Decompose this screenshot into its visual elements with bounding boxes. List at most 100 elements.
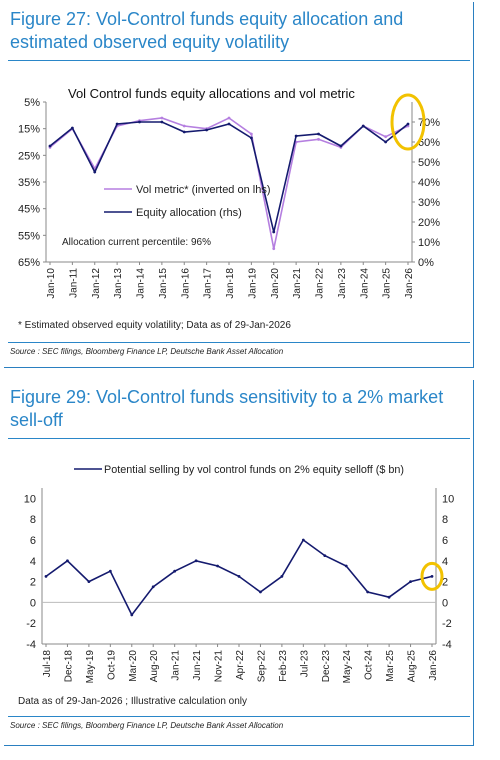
chart-2-x-tick-label: Jan-21 (171, 650, 182, 681)
chart-2-x-tick-label: May-24 (342, 650, 353, 684)
chart-2-legend-label: Potential selling by vol control funds o… (104, 464, 404, 476)
chart-2-potential-selling-point (259, 590, 262, 594)
chart-1-equity-allocation-point (48, 144, 52, 148)
chart-2-x-tick-label: Apr-22 (235, 650, 246, 680)
chart-1-vol-metric-point (384, 135, 388, 139)
chart-2-x-tick-label: Dec-18 (63, 650, 74, 683)
chart-2-x-tick-label: Nov-21 (214, 650, 225, 683)
chart-2-potential-selling-point (151, 585, 155, 589)
chart-2-potential-selling-point (108, 569, 112, 573)
chart-1-right-tick-label: 0% (418, 257, 434, 269)
chart-2-potential-selling-point (366, 590, 370, 594)
chart-1-x-tick-label: Jan-17 (203, 268, 214, 299)
chart-2-x-tick-label: Jun-21 (192, 650, 203, 681)
chart-1-x-tick-label: Jan-21 (292, 268, 303, 299)
figure-29-source-rule (8, 716, 470, 717)
chart-2-highlight-ring (420, 561, 444, 591)
chart-2-potential-selling-point (237, 575, 241, 578)
chart-2-x-tick-label: Sep-22 (256, 650, 267, 683)
chart-1-x-tick-label: Jan-11 (68, 268, 79, 298)
chart-1-legend-vol-label: Vol metric* (inverted on lhs) (136, 184, 271, 196)
chart-2-right-tick-label: -2 (442, 618, 452, 630)
chart-2-potential-selling-point (87, 580, 91, 583)
chart-1-equity-allocation-point (361, 124, 365, 128)
chart-1-x-tick-label: Jan-19 (247, 268, 258, 299)
figure-29-footnote: Data as of 29-Jan-2026 ; Illustrative ca… (18, 696, 248, 707)
chart-1-equity-allocation-point (138, 120, 141, 124)
chart-2-right-tick-label: 2 (442, 577, 448, 589)
chart-1-equity-allocation-point (182, 130, 186, 134)
figure-27-heading: Figure 27: Vol-Control funds equity allo… (10, 9, 404, 52)
chart-1-highlight-ring (390, 93, 426, 151)
chart-1-vol-metric-point (227, 116, 231, 120)
chart-2-right-tick-label: 8 (442, 514, 448, 526)
chart-2-potential-selling-point (173, 569, 177, 573)
chart-1-x-tick-label: Jan-20 (270, 268, 281, 299)
chart-1-x-tick-label: Jan-22 (315, 268, 326, 299)
chart-2-x-tick-label: Feb-23 (278, 650, 289, 682)
chart-2-x-tick-label: Jul-23 (299, 650, 310, 678)
chart-1-x-tick-label: Jan-14 (136, 268, 147, 299)
chart-2-x-tick-label: Aug-25 (407, 650, 418, 683)
chart-1-x-tick-label: Jan-15 (158, 268, 169, 299)
chart-1-equity-allocation-point (115, 122, 119, 126)
figure-27-chart: Vol Control funds equity allocations and… (18, 86, 440, 299)
chart-1-equity-allocation-point (339, 144, 343, 148)
chart-1-x-tick-label: Jan-10 (46, 268, 57, 299)
chart-2-left-tick-label: 4 (30, 556, 36, 568)
chart-1-right-tick-label: 20% (418, 217, 440, 229)
chart-1-right-tick-label: 50% (418, 157, 440, 169)
chart-1-equity-allocation-point (272, 230, 276, 234)
chart-2-potential-selling-point (216, 564, 219, 568)
chart-1-vol-metric-point (317, 137, 320, 141)
chart-1-right-tick-label: 40% (418, 177, 440, 189)
chart-1-right-tick-label: 30% (418, 197, 440, 209)
figure-29-source: Source : SEC filings, Bloomberg Finance … (10, 721, 284, 730)
chart-2-potential-selling-point (280, 575, 284, 578)
figure-27-title-rule (8, 60, 470, 61)
chart-2-potential-selling-point (44, 575, 48, 578)
chart-2-right-tick-label: 4 (442, 556, 448, 568)
chart-1-equity-allocation-point (384, 140, 388, 144)
chart-1-x-tick-label: Jan-23 (337, 268, 348, 299)
chart-1-left-tick-label: 65% (18, 257, 40, 269)
figure-27-source-rule (8, 342, 470, 343)
chart-1-x-tick-label: Jan-13 (113, 268, 124, 299)
chart-1-right-tick-label: 60% (418, 137, 440, 149)
chart-1-x-tick-label: Jan-12 (91, 268, 102, 299)
chart-2-x-tick-label: Jul-18 (42, 650, 53, 678)
chart-1-equity-allocation-point (160, 120, 164, 124)
chart-2-potential-selling-point (194, 559, 198, 563)
chart-2-left-tick-label: -4 (26, 639, 36, 651)
chart-2-x-tick-label: Mar-25 (385, 650, 396, 682)
chart-2-right-tick-label: 6 (442, 535, 448, 547)
chart-1-vol-metric-point (182, 124, 186, 128)
chart-2-right-tick-label: -4 (442, 639, 452, 651)
chart-1-equity-allocation-point (317, 132, 320, 136)
chart-2-potential-selling-point (130, 613, 134, 617)
chart-1-equity-allocation-point (249, 136, 253, 140)
chart-1-left-tick-label: 5% (24, 97, 40, 109)
figure-27-source: Source : SEC filings, Bloomberg Finance … (10, 347, 284, 356)
chart-2-left-tick-label: -2 (26, 618, 36, 630)
chart-2-x-tick-label: Oct-24 (364, 650, 375, 680)
figure-29-title-rule (8, 438, 470, 439)
chart-1-left-tick-label: 45% (18, 204, 40, 216)
chart-1-right-tick-label: 10% (418, 237, 440, 249)
chart-2-left-tick-label: 6 (30, 535, 36, 547)
chart-1-x-tick-label: Jan-16 (180, 268, 191, 299)
figure-29-heading: Figure 29: Vol-Control funds sensitivity… (10, 387, 444, 430)
chart-2-potential-selling-point (301, 538, 305, 542)
chart-2-x-tick-label: Mar-20 (128, 650, 139, 682)
chart-1-vol-metric-point (160, 116, 164, 120)
chart-2-left-tick-label: 8 (30, 514, 36, 526)
figure-29-chart: -4 -4 -2 -2 0 0 2 2 4 4 6 6 8 8 10 10 Jul-18 Dec-18 May-19… (24, 464, 455, 684)
chart-2-x-tick-label: Aug-20 (149, 650, 160, 683)
chart-1-equity-allocation-point (406, 122, 410, 126)
chart-1-x-tick-label: Jan-18 (225, 268, 236, 299)
chart-1-equity-allocation-point (205, 128, 209, 132)
chart-1-vol-metric-point (272, 247, 276, 251)
figure-27-panel: Figure 27: Vol-Control funds equity allo… (4, 2, 474, 368)
chart-1-right-tick-label: 70% (418, 117, 440, 129)
chart-1-title: Vol Control funds equity allocations and… (68, 86, 355, 101)
